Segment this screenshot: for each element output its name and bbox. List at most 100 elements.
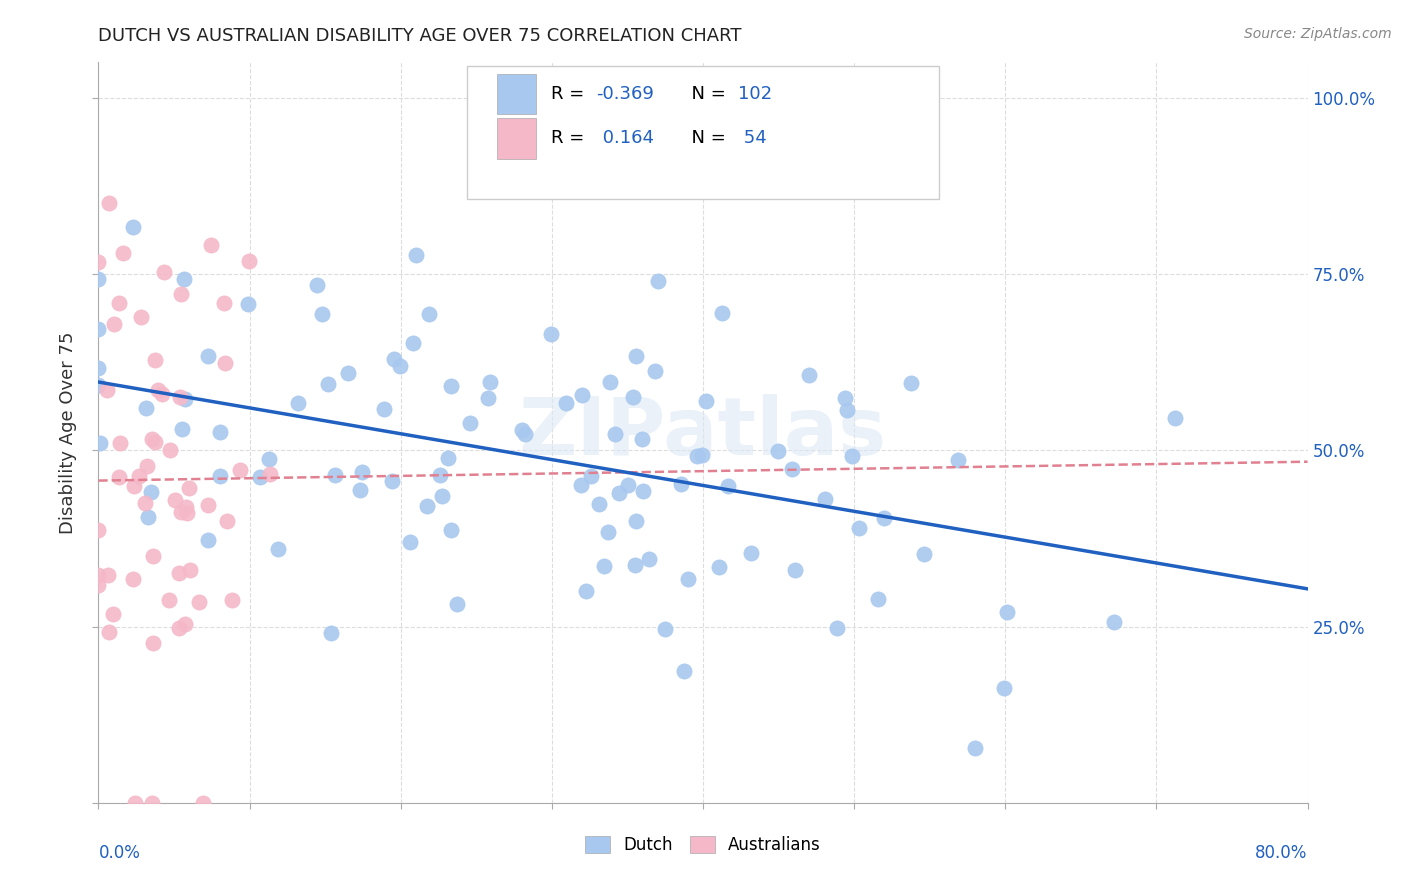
Point (768, 444, 790, 458)
Point (187, 595, 209, 609)
Point (416, 500, 439, 514)
Point (316, 376, 339, 391)
Point (837, 402, 859, 417)
Point (87, 255, 110, 269)
Point (208, 468, 231, 483)
FancyBboxPatch shape (467, 66, 939, 200)
Point (605, 427, 627, 442)
Point (87, 322, 110, 336)
Point (631, 432, 654, 446)
Point (307, 277, 329, 292)
Text: R =: R = (551, 129, 589, 147)
Point (783, 563, 806, 577)
Point (143, 434, 166, 449)
Point (405, 248, 427, 262)
Point (571, 388, 593, 402)
Point (259, 467, 281, 481)
Point (267, 541, 290, 556)
Point (259, 452, 281, 467)
Point (868, 592, 890, 607)
Point (381, 475, 404, 489)
Point (249, 470, 271, 484)
Text: R =: R = (551, 85, 589, 103)
Point (179, 481, 201, 495)
Point (121, 220, 143, 235)
Point (197, 349, 219, 363)
Point (96, 567, 118, 582)
Point (510, 423, 533, 437)
Point (159, 443, 181, 458)
Point (87, 577, 110, 591)
Point (170, 287, 193, 301)
Point (946, 453, 969, 467)
Point (179, 563, 201, 577)
Point (108, 295, 131, 310)
Point (382, 352, 405, 367)
Point (311, 307, 333, 321)
Point (141, 432, 163, 446)
Point (389, 359, 412, 373)
Point (814, 492, 837, 507)
Point (89, 435, 111, 450)
Point (1102, 615, 1125, 629)
Point (690, 449, 713, 463)
Point (238, 253, 260, 268)
Point (191, 796, 214, 810)
Point (834, 391, 856, 405)
Point (141, 796, 163, 810)
Point (575, 583, 598, 598)
Point (97, 625, 120, 640)
Point (440, 379, 463, 393)
Point (96, 383, 118, 397)
Point (163, 492, 186, 507)
FancyBboxPatch shape (498, 73, 536, 114)
Point (825, 622, 848, 636)
Point (624, 349, 647, 363)
Point (569, 478, 592, 492)
Point (176, 507, 198, 521)
Point (686, 449, 709, 463)
Point (142, 549, 165, 564)
Point (197, 533, 219, 547)
Point (598, 525, 620, 540)
Point (134, 496, 156, 510)
Point (647, 274, 669, 288)
Point (87, 360, 110, 375)
Point (167, 566, 190, 580)
Point (540, 327, 562, 342)
Point (169, 621, 191, 635)
Point (402, 335, 425, 350)
Point (142, 636, 165, 650)
Text: N =: N = (681, 129, 731, 147)
Point (229, 463, 252, 477)
Point (135, 401, 157, 415)
Point (624, 558, 647, 573)
Point (139, 484, 162, 499)
Point (122, 479, 145, 493)
Point (513, 427, 536, 442)
Point (212, 296, 235, 310)
Text: DUTCH VS AUSTRALIAN DISABILITY AGE OVER 75 CORRELATION CHART: DUTCH VS AUSTRALIAN DISABILITY AGE OVER … (98, 27, 742, 45)
Point (995, 605, 1018, 619)
Point (350, 465, 373, 479)
Text: 0.164: 0.164 (596, 129, 654, 147)
Point (676, 572, 699, 586)
Point (122, 572, 145, 586)
Point (592, 559, 614, 574)
Point (87, 272, 110, 286)
Point (208, 425, 231, 439)
Point (323, 467, 346, 482)
Point (174, 392, 197, 406)
Point (111, 246, 134, 260)
Point (170, 422, 193, 436)
Text: N =: N = (681, 85, 731, 103)
Point (349, 483, 371, 498)
Point (173, 272, 195, 286)
Point (131, 310, 153, 325)
Point (626, 515, 648, 529)
Point (87, 377, 110, 392)
Point (1163, 410, 1185, 425)
Point (654, 622, 676, 636)
Text: 54: 54 (738, 129, 766, 147)
Point (200, 238, 222, 252)
